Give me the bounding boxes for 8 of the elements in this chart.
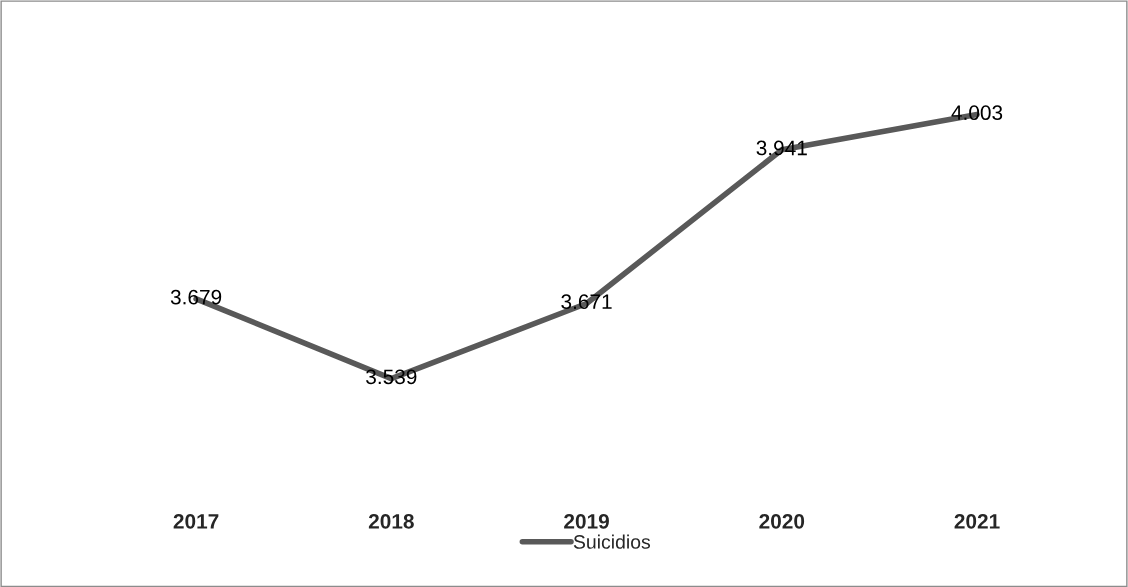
- x-tick-label: 2020: [759, 513, 805, 529]
- x-tick-label: 2018: [368, 513, 414, 529]
- x-tick-label: 2021: [954, 513, 1000, 529]
- x-tick-label: 2017: [173, 513, 219, 529]
- x-tick-label: 2019: [564, 513, 609, 529]
- legend-label: Suicidios: [573, 534, 651, 549]
- data-label: 3.679: [170, 289, 222, 305]
- data-label: 4.003: [951, 105, 1003, 121]
